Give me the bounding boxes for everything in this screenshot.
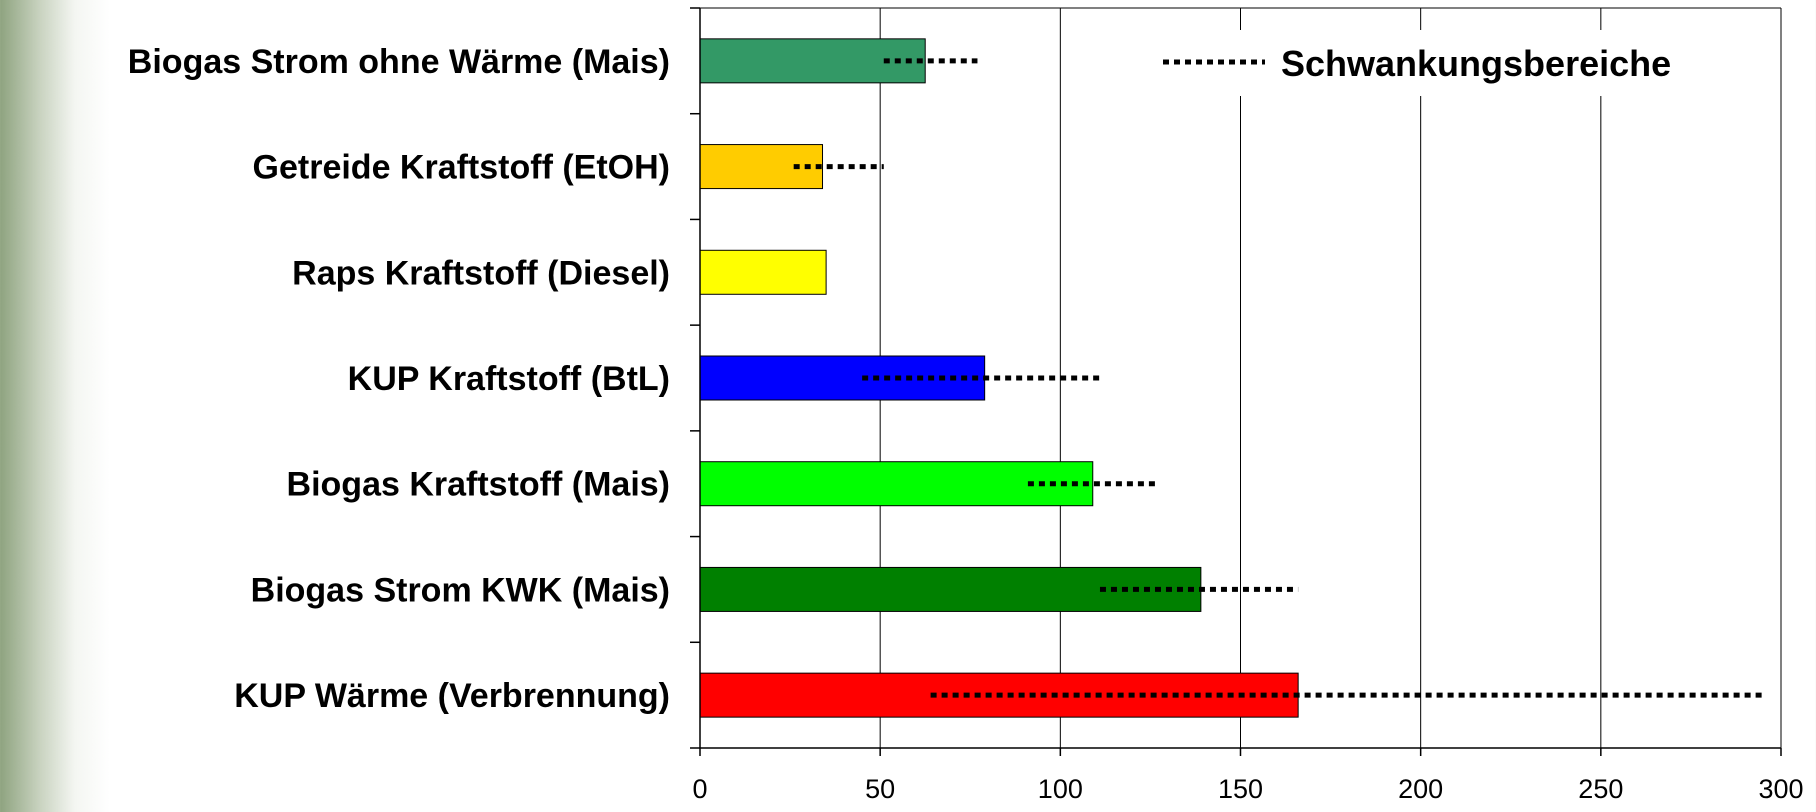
category-label: Biogas Strom KWK (Mais): [251, 571, 670, 609]
category-label: KUP Kraftstoff (BtL): [348, 360, 670, 398]
axes: [690, 7, 1782, 756]
legend-label: Schwankungsbereiche: [1281, 43, 1671, 84]
category-label: KUP Wärme (Verbrennung): [234, 677, 670, 715]
legend-background: [1150, 30, 1746, 96]
x-tick-label: 50: [865, 774, 895, 804]
x-tick-labels: 0 50 100 150 200 250 300: [692, 774, 1803, 804]
category-label: Getreide Kraftstoff (EtOH): [253, 149, 670, 187]
category-label: Biogas Strom ohne Wärme (Mais): [128, 43, 670, 81]
x-tick-label: 200: [1398, 774, 1443, 804]
x-tick-label: 0: [692, 774, 707, 804]
bar: [699, 38, 926, 84]
bar: [699, 566, 1202, 612]
bar: [699, 249, 827, 295]
x-tick-label: 150: [1218, 774, 1263, 804]
category-labels: Biogas Strom ohne Wärme (Mais) Getreide K…: [128, 43, 670, 715]
x-tick-label: 100: [1038, 774, 1083, 804]
x-tick-label: 250: [1578, 774, 1623, 804]
range-markers: [793, 58, 1767, 698]
bar: [699, 461, 1094, 507]
bar: [699, 144, 824, 190]
x-tick-label: 300: [1758, 774, 1803, 804]
bars: [699, 38, 1299, 718]
category-label: Biogas Kraftstoff (Mais): [287, 466, 670, 504]
legend: Schwankungsbereiche: [1150, 30, 1746, 96]
category-label: Raps Kraftstoff (Diesel): [292, 254, 670, 292]
